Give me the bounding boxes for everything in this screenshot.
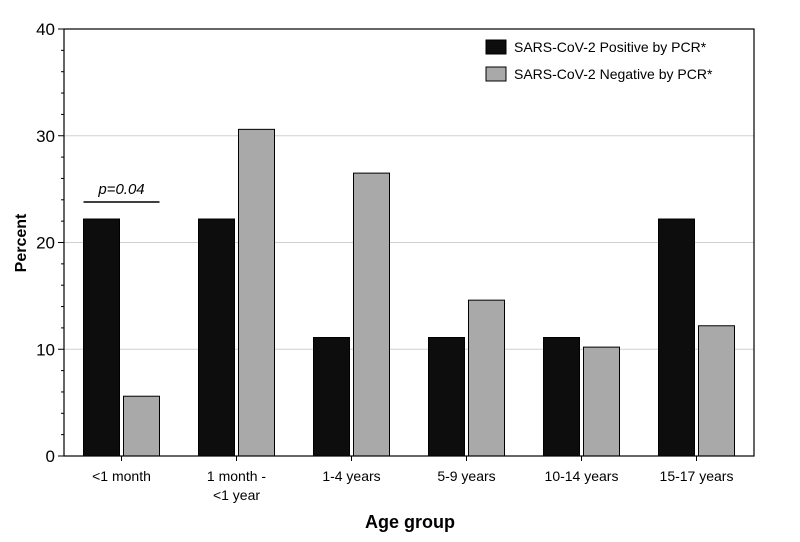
bar-positive xyxy=(658,218,695,457)
legend-swatch xyxy=(485,39,507,55)
bar-positive xyxy=(543,337,580,457)
x-tick-label: <1 month xyxy=(92,468,151,484)
bar-positive xyxy=(198,218,235,457)
bars xyxy=(83,128,735,457)
bar-negative xyxy=(238,128,275,457)
y-tick-label: 10 xyxy=(36,340,55,359)
x-tick-label: 1-4 years xyxy=(322,468,380,484)
y-tick-label: 40 xyxy=(36,20,55,39)
legend-swatch xyxy=(485,66,507,82)
bar-negative xyxy=(123,395,160,457)
y-axis-label: Percent xyxy=(13,213,30,272)
legend-label: SARS-CoV-2 Positive by PCR* xyxy=(514,39,707,55)
bar-negative xyxy=(353,172,390,457)
bar-positive xyxy=(428,337,465,457)
x-tick-label: 15-17 years xyxy=(660,468,734,484)
p-value-label: p=0.04 xyxy=(97,181,144,198)
annotations: p=0.04 xyxy=(83,181,160,203)
x-tick-label: 1 month -<1 year xyxy=(207,468,266,503)
bar-positive xyxy=(83,218,120,457)
x-tick-label: 10-14 years xyxy=(545,468,619,484)
x-axis-ticks: <1 month 1 month -<1 year 1-4 years 5-9 yea… xyxy=(92,456,733,503)
x-axis-label: Age group xyxy=(365,512,455,532)
x-tick-label: 5-9 years xyxy=(437,468,495,484)
bar-negative xyxy=(698,325,735,457)
y-tick-label: 20 xyxy=(36,234,55,253)
y-tick-label: 0 xyxy=(46,447,55,466)
bar-positive xyxy=(313,337,350,457)
y-tick-label: 30 xyxy=(36,127,55,146)
legend-label: SARS-CoV-2 Negative by PCR* xyxy=(514,66,713,82)
bar-negative xyxy=(468,299,505,457)
y-axis-ticks: 0 10 20 30 40 xyxy=(36,20,64,466)
legend: SARS-CoV-2 Positive by PCR* SARS-CoV-2 Ne… xyxy=(485,39,713,82)
bar-negative xyxy=(583,346,620,457)
